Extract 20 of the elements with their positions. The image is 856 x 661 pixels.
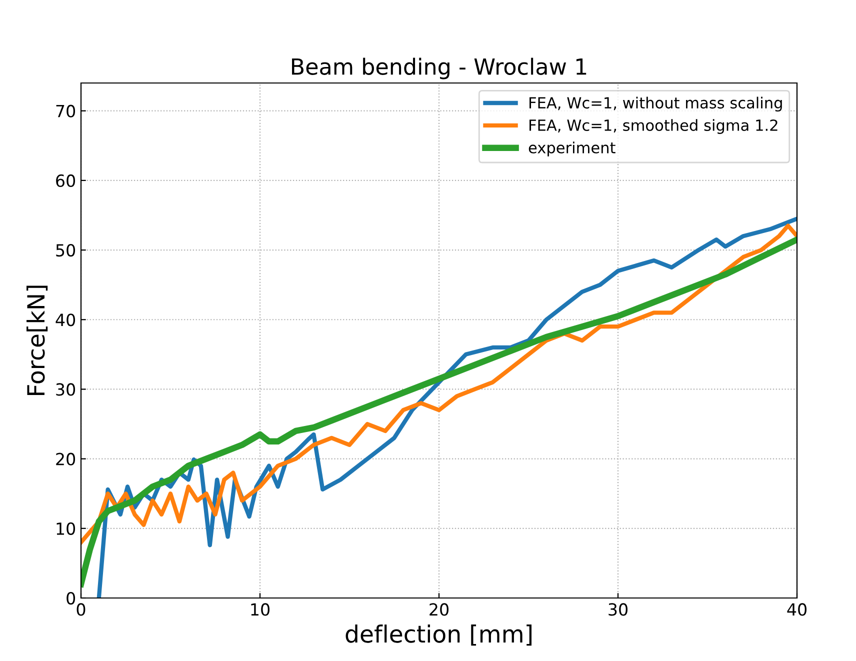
legend-label: FEA, Wc=1, without mass scaling: [530, 96, 782, 112]
y-tick-label: 30: [56, 383, 76, 396]
y-tick-label: 40: [56, 314, 76, 326]
y-tick-label: 70: [56, 104, 76, 118]
y-tick-label: 60: [56, 174, 76, 187]
chart-title: Beam bending - Wroclaw 1: [292, 58, 586, 80]
y-tick-label: 10: [56, 522, 76, 535]
x-tick-label: 30: [608, 603, 628, 616]
x-tick-label: 10: [251, 603, 270, 616]
y-tick-label: 50: [56, 244, 76, 257]
x-tick-label: 40: [787, 603, 806, 616]
legend-label: FEA, Wc=1, smoothed sigma 1.2: [530, 119, 778, 134]
x-tick-label: 0: [76, 603, 86, 616]
y-tick-label: 20: [56, 452, 76, 466]
legend-label: experiment: [528, 142, 616, 156]
y-tick-label: 0: [66, 592, 76, 605]
x-axis-title: deflection [mm]: [346, 624, 532, 646]
x-tick-label: 20: [430, 603, 448, 616]
line-series: [81, 224, 797, 544]
y-axis-title: Force[kN]: [26, 286, 48, 395]
